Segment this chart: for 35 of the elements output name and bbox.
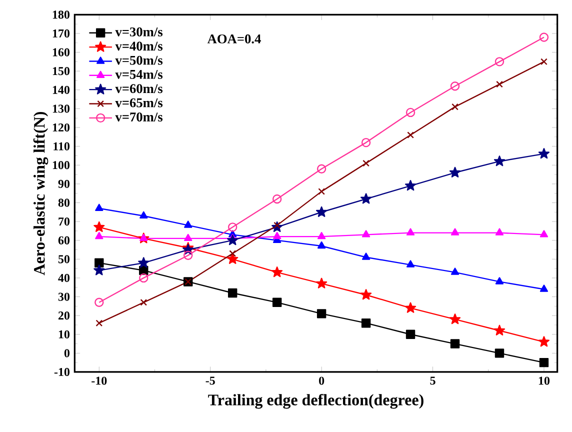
legend-label: v=65m/s bbox=[115, 98, 163, 108]
y-tick-label: 140 bbox=[52, 86, 70, 94]
y-tick-label: 50 bbox=[58, 255, 70, 264]
y-tick-label: 70 bbox=[58, 217, 70, 226]
y-tick-label: 60 bbox=[58, 236, 70, 244]
legend-label: v=30m/s bbox=[115, 27, 163, 36]
x-tick-label: -5 bbox=[206, 376, 215, 385]
y-tick-label: 40 bbox=[58, 274, 70, 282]
y-tick-label: -10 bbox=[54, 368, 70, 376]
y-tick-label: 80 bbox=[58, 198, 70, 207]
annotation: AOA=0.4 bbox=[207, 34, 261, 44]
y-tick-label: 120 bbox=[52, 123, 70, 132]
y-tick-label: 130 bbox=[52, 104, 70, 113]
y-tick-label: 160 bbox=[52, 48, 70, 56]
y-tick-label: 170 bbox=[52, 29, 70, 38]
x-tick-label: 10 bbox=[538, 376, 550, 385]
y-tick-label: 90 bbox=[58, 180, 70, 188]
y-tick-label: 30 bbox=[58, 292, 70, 301]
y-tick-label: 0 bbox=[64, 349, 70, 358]
legend-label: v=40m/s bbox=[115, 42, 163, 51]
y-tick-label: 180 bbox=[52, 10, 70, 19]
x-axis-title: Trailing edge deflection(degree) bbox=[208, 394, 424, 409]
y-tick-label: 110 bbox=[54, 142, 70, 150]
legend-label: v=60m/s bbox=[115, 84, 163, 94]
x-tick-label: 0 bbox=[319, 376, 324, 385]
legend-label: v=54m/s bbox=[115, 70, 163, 79]
legend-label: v=70m/s bbox=[115, 112, 163, 122]
y-tick-label: 150 bbox=[52, 67, 70, 76]
legend-label: v=50m/s bbox=[115, 56, 163, 65]
y-axis-title: Aero-elastic wing lift(N) bbox=[33, 112, 48, 276]
x-tick-label: -10 bbox=[92, 376, 107, 385]
y-tick-label: 100 bbox=[52, 161, 70, 170]
y-tick-label: 10 bbox=[58, 330, 70, 338]
x-tick-label: 5 bbox=[430, 376, 436, 385]
y-tick-label: 20 bbox=[58, 312, 70, 320]
